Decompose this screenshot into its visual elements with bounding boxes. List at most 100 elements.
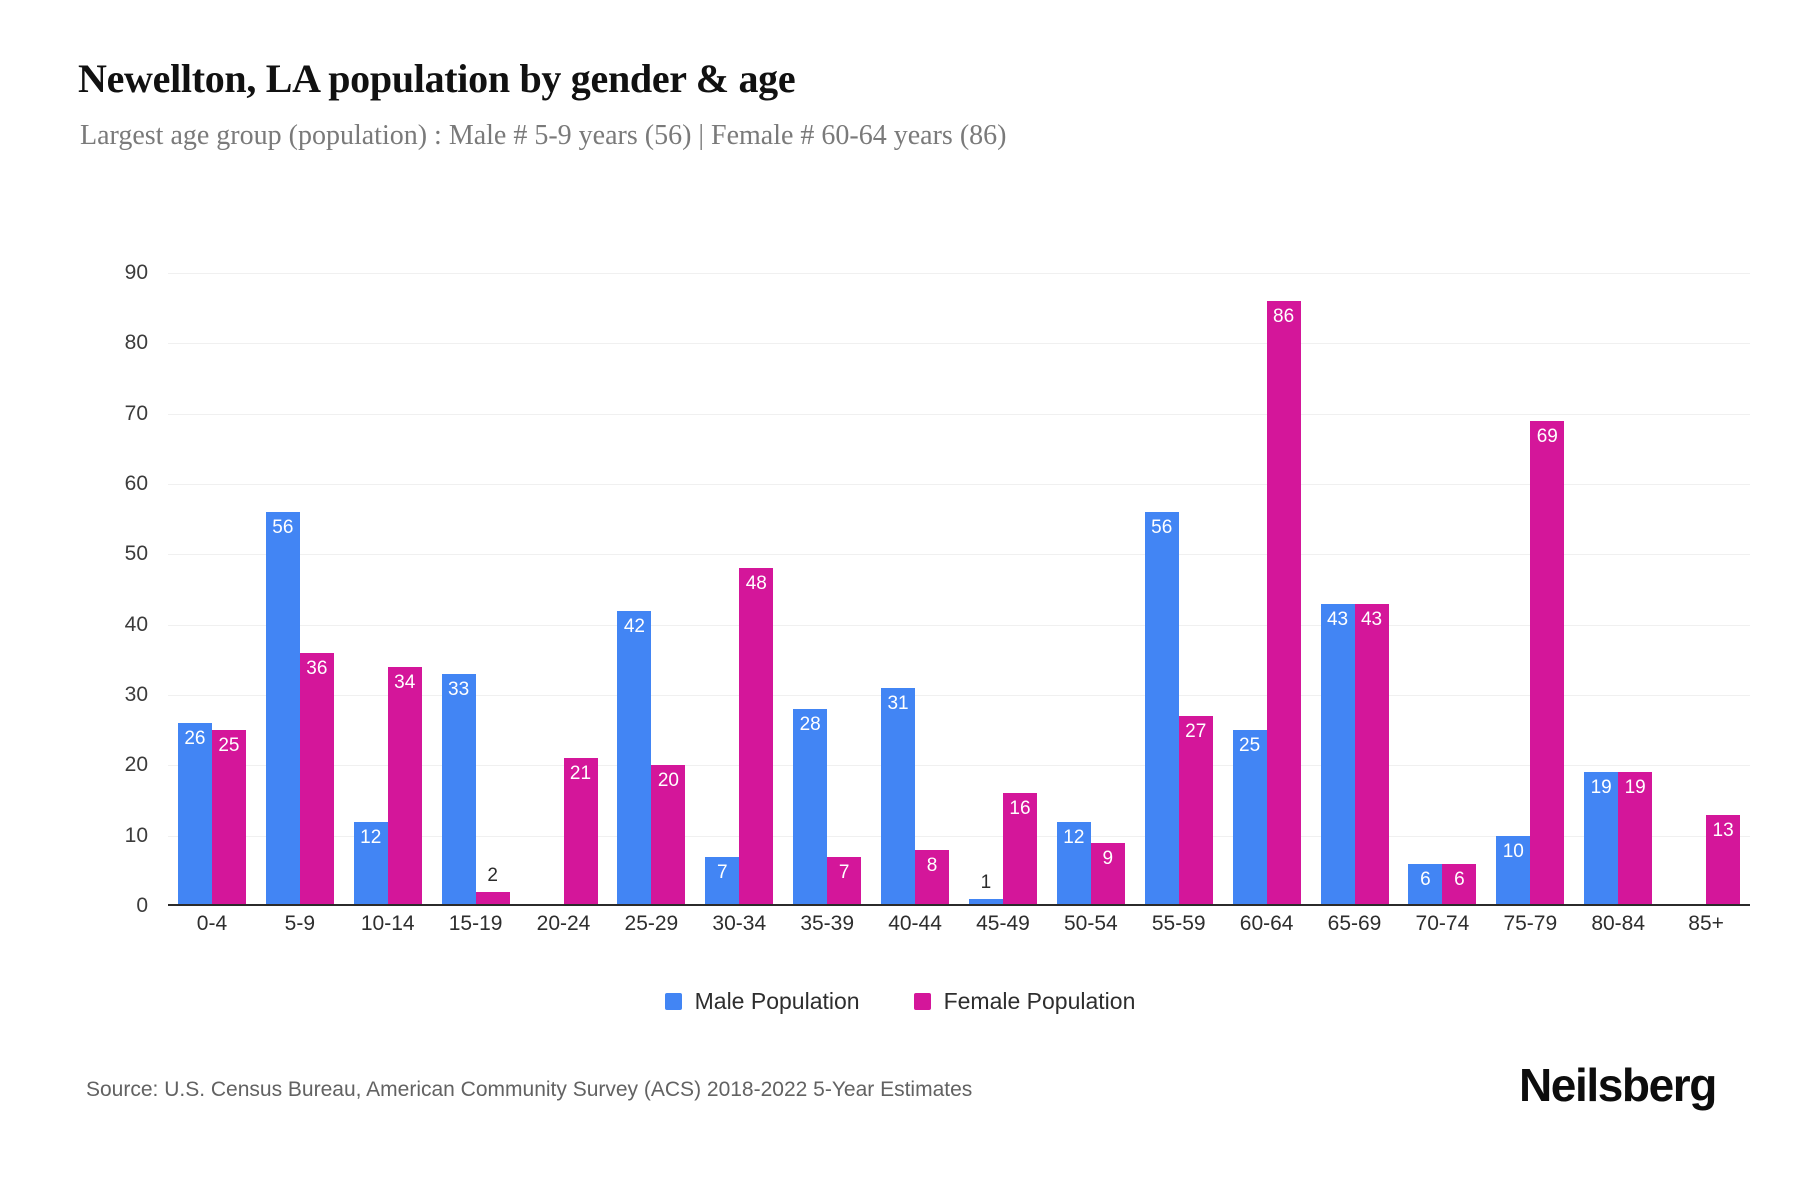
bar-group: 12 34 bbox=[344, 273, 432, 906]
bar-male[interactable]: 19 bbox=[1584, 772, 1619, 906]
y-axis-tick-label: 0 bbox=[136, 894, 148, 917]
bar-value-label: 69 bbox=[1536, 425, 1558, 447]
bar-male[interactable]: 56 bbox=[265, 512, 300, 906]
bar-female[interactable]: 19 bbox=[1618, 772, 1653, 906]
bar-group: 25 86 bbox=[1223, 273, 1311, 906]
legend-item[interactable]: Female Population bbox=[913, 988, 1135, 1015]
x-axis-tick-label: 75-79 bbox=[1503, 912, 1558, 935]
x-axis-tick-label: 60-64 bbox=[1239, 912, 1294, 935]
page-title: Newellton, LA population by gender & age bbox=[78, 56, 796, 101]
bar-group: 28 7 bbox=[783, 273, 871, 906]
bar-male[interactable]: 10 bbox=[1496, 835, 1531, 906]
x-axis-tick-label: 45-49 bbox=[976, 912, 1030, 935]
bar-female[interactable]: 86 bbox=[1266, 301, 1301, 906]
y-axis-tick-label: 10 bbox=[124, 823, 148, 847]
bar-male[interactable]: 26 bbox=[177, 723, 212, 906]
bar-male[interactable]: 56 bbox=[1144, 512, 1179, 906]
bar-value-label: 6 bbox=[1454, 868, 1465, 890]
bar-male[interactable]: 7 bbox=[705, 856, 740, 906]
bar-female[interactable]: 9 bbox=[1090, 842, 1125, 906]
bar-group: 10 69 bbox=[1486, 273, 1574, 906]
x-axis-tick-label: 25-29 bbox=[624, 912, 679, 935]
bar-value-label: 26 bbox=[184, 728, 206, 750]
bar-value-label: 6 bbox=[1420, 868, 1431, 890]
bar-group: 33 2 bbox=[432, 273, 520, 906]
bar-male[interactable]: 25 bbox=[1232, 730, 1267, 906]
bar-value-label: 12 bbox=[360, 826, 382, 848]
bar-group: 43 43 bbox=[1311, 273, 1399, 906]
bar-value-label: 9 bbox=[1102, 847, 1114, 869]
x-axis-tick-label: 10-14 bbox=[360, 912, 415, 935]
x-axis-tick-label: 35-39 bbox=[800, 912, 855, 935]
bar-female[interactable]: 2 bbox=[475, 866, 510, 906]
bar-female[interactable]: 20 bbox=[651, 765, 686, 906]
gridline bbox=[168, 343, 1750, 345]
gridline bbox=[168, 835, 1750, 837]
bar-male[interactable]: 6 bbox=[1408, 863, 1443, 906]
bar-female[interactable]: 21 bbox=[563, 758, 598, 906]
male-swatch bbox=[664, 993, 682, 1010]
bar-value-label: 2 bbox=[487, 864, 498, 886]
bar-male[interactable]: 12 bbox=[1056, 821, 1091, 906]
y-axis-tick-label: 30 bbox=[124, 683, 148, 706]
bar-value-label: 19 bbox=[1624, 777, 1646, 799]
bar-male[interactable]: 33 bbox=[441, 673, 476, 906]
x-axis-tick-label: 55-59 bbox=[1151, 912, 1206, 935]
bar-value-label: 48 bbox=[745, 573, 767, 595]
bar-female[interactable]: 7 bbox=[827, 856, 862, 906]
x-axis-line bbox=[168, 904, 1750, 906]
chart-legend: Male Population Female Population bbox=[0, 988, 1800, 1015]
bar-male[interactable]: 1 bbox=[968, 873, 1003, 906]
bar-female[interactable]: 13 bbox=[1706, 814, 1741, 906]
bar-value-label: 36 bbox=[306, 657, 328, 679]
bar-male[interactable]: 31 bbox=[881, 687, 916, 906]
bar-female[interactable]: 34 bbox=[387, 666, 422, 906]
bar-value-label: 20 bbox=[657, 770, 679, 792]
bar-male[interactable]: 42 bbox=[617, 610, 652, 906]
bar-female[interactable]: 8 bbox=[915, 849, 950, 906]
bar-value-label: 28 bbox=[799, 714, 821, 736]
gridline bbox=[168, 695, 1750, 696]
bar-value-label: 10 bbox=[1502, 840, 1524, 862]
bar-group: 12 9 bbox=[1047, 273, 1135, 906]
bar-value-label: 56 bbox=[272, 517, 294, 539]
bar-female[interactable]: 43 bbox=[1354, 603, 1389, 906]
x-axis-tick-label: 0-4 bbox=[196, 912, 228, 935]
x-axis-tick-label: 20-24 bbox=[536, 912, 591, 935]
bar-value-label: 7 bbox=[838, 861, 850, 883]
bar-value-label: 43 bbox=[1326, 608, 1349, 630]
x-axis-tick-label: 70-74 bbox=[1415, 912, 1470, 935]
x-axis-tick-label: 15-19 bbox=[448, 912, 503, 935]
gridline bbox=[168, 484, 1750, 485]
gridline bbox=[168, 413, 1750, 415]
bar-female[interactable]: 48 bbox=[739, 568, 774, 906]
bar-value-label: 42 bbox=[623, 615, 645, 637]
bar-female[interactable]: 16 bbox=[1002, 793, 1037, 906]
bar-value-label: 43 bbox=[1360, 608, 1383, 630]
x-axis-tick-label: 40-44 bbox=[888, 912, 942, 935]
x-axis-tick-label: 65-69 bbox=[1327, 912, 1382, 935]
bar-group: 56 27 bbox=[1135, 273, 1223, 906]
bar-value-label: 13 bbox=[1712, 819, 1734, 841]
bar-value-label: 33 bbox=[448, 678, 470, 700]
bar-male[interactable]: 12 bbox=[353, 821, 388, 906]
bar-female[interactable]: 6 bbox=[1442, 863, 1477, 906]
bar-female[interactable]: 27 bbox=[1178, 716, 1213, 906]
bar-male[interactable]: 28 bbox=[793, 709, 828, 906]
bar-female[interactable]: 36 bbox=[299, 652, 334, 906]
bar-value-label: 19 bbox=[1590, 777, 1612, 799]
bar-female[interactable]: 25 bbox=[211, 730, 246, 906]
bar-value-label: 1 bbox=[980, 871, 992, 893]
bar-male[interactable]: 43 bbox=[1320, 603, 1355, 906]
page-subtitle: Largest age group (population) : Male # … bbox=[80, 120, 1007, 151]
gridline bbox=[168, 273, 1750, 274]
bar-value-label: 25 bbox=[218, 735, 240, 757]
x-axis-tick-label: 80-84 bbox=[1591, 912, 1646, 935]
gridline bbox=[168, 765, 1750, 767]
legend-item[interactable]: Male Population bbox=[664, 988, 860, 1015]
plot-area: 26 25 56 36 12 34 33 2 021 42 20 7 48 28 7 31 8 1 16 12 9 56 2… bbox=[168, 273, 1750, 906]
bar-female[interactable]: 69 bbox=[1530, 420, 1565, 906]
bar-value-label: 25 bbox=[1239, 735, 1261, 757]
